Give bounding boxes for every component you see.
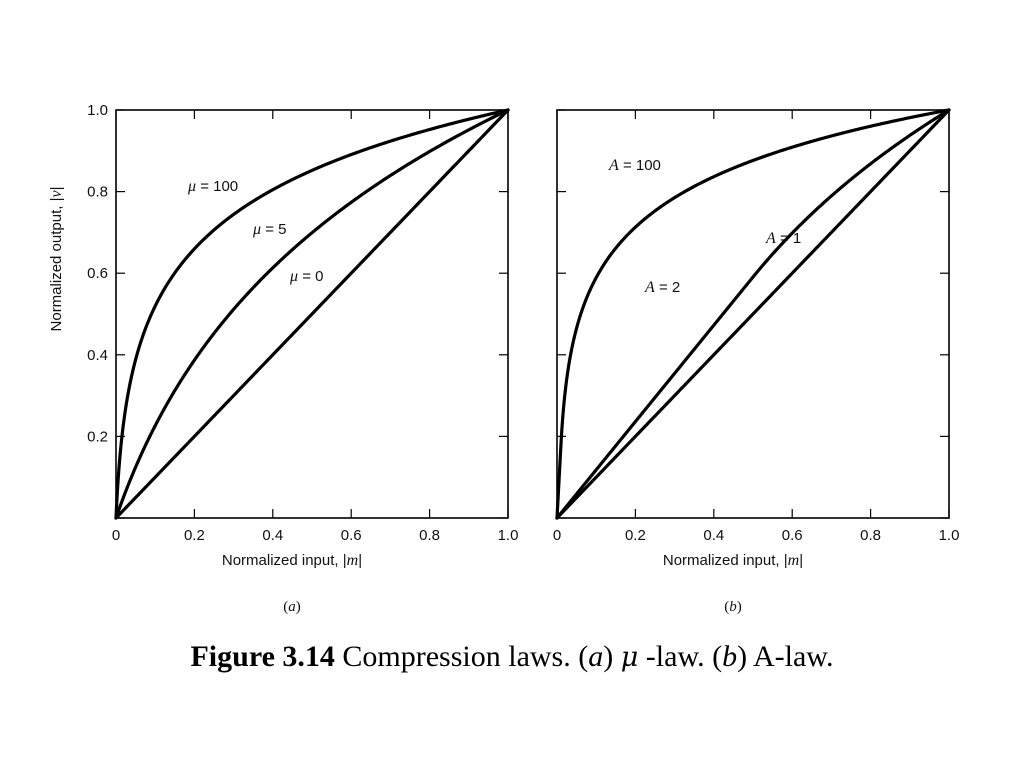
x-axis-label-var: m	[347, 552, 359, 569]
x-tick-label: 0.6	[782, 527, 803, 544]
x-axis-label-suffix: |	[358, 552, 362, 569]
x-axis-label-var: m	[788, 552, 800, 569]
caption-a: a	[588, 640, 604, 673]
plot-frame	[556, 109, 950, 519]
panel-b: 0 0.2 0.4 0.6 0.8 1.0 Normalized input, |m| A =…	[553, 108, 960, 615]
series-label-value: = 100	[196, 178, 238, 195]
x-tick-label: 0.8	[419, 527, 440, 544]
panel-label-open: (	[283, 599, 288, 615]
series-label-symbol: A	[765, 230, 776, 247]
figure-canvas: 0 0.2 0.2 0.4 0.4 0.6 0.6 0.8 0.8 1.0 1.0 Normalize…	[48, 102, 960, 615]
panel-label-letter: a	[288, 599, 296, 615]
caption-text-3: -law. (	[638, 640, 723, 673]
panel-label: (b)	[724, 599, 742, 615]
x-axis-label: Normalized input, |m|	[663, 552, 803, 569]
y-tick-label: 1.0	[87, 102, 108, 119]
caption-text-2: )	[603, 640, 621, 673]
x-axis-label-suffix: |	[799, 552, 803, 569]
series-line-mu-0	[114, 108, 510, 520]
y-tick-label: 0.6	[87, 265, 108, 282]
y-tick-label: 0.8	[87, 184, 108, 201]
series-label: A = 1	[765, 230, 801, 247]
panel-a: 0 0.2 0.2 0.4 0.4 0.6 0.6 0.8 0.8 1.0 1.0 Normalize…	[48, 102, 518, 615]
x-tick-label: 0	[553, 527, 561, 544]
series-label: μ = 5	[252, 221, 286, 238]
y-tick-label: 0.2	[87, 428, 108, 445]
caption-mu: μ	[620, 642, 639, 673]
series-label-value: = 2	[655, 279, 680, 296]
x-axis-label-prefix: Normalized input, |	[222, 552, 347, 569]
series-line-mu-5	[114, 108, 510, 520]
series-label-symbol: μ	[252, 221, 261, 238]
x-axis-label-prefix: Normalized input, |	[663, 552, 788, 569]
series-label-value: = 5	[261, 221, 286, 238]
panel-label-close: )	[296, 599, 301, 615]
panel-label-letter: b	[729, 599, 737, 615]
series-label-symbol: A	[644, 279, 655, 296]
x-tick-label: 0.4	[262, 527, 283, 544]
series-label: A = 100	[608, 157, 661, 174]
panel-label: (a)	[283, 599, 301, 615]
series-label-value: = 0	[298, 268, 323, 285]
x-axis-label: Normalized input, |m|	[222, 552, 362, 569]
x-tick-label: 0.4	[703, 527, 724, 544]
y-axis-label: Normalized output, |v|	[48, 187, 65, 332]
series-label-symbol: μ	[289, 268, 298, 285]
x-tick-label: 1.0	[939, 527, 960, 544]
plot-frame	[115, 109, 509, 519]
y-axis-label-var: v	[48, 190, 65, 198]
x-tick-label: 1.0	[498, 527, 519, 544]
y-tick-label: 0.4	[87, 347, 108, 364]
x-tick-label: 0.2	[184, 527, 205, 544]
series-label: A = 2	[644, 279, 680, 296]
series-label: μ = 0	[289, 268, 323, 285]
figure-number: Figure 3.14	[190, 640, 335, 673]
series-label-symbol: μ	[187, 178, 196, 195]
series-line-A-1	[555, 108, 951, 520]
x-tick-label: 0	[112, 527, 120, 544]
series-label-symbol: A	[608, 157, 619, 174]
caption-b: b	[722, 640, 738, 673]
series-line-mu-100	[114, 108, 510, 520]
series-label-value: = 1	[776, 230, 801, 247]
x-tick-label: 0.8	[860, 527, 881, 544]
caption-text-1: Compression laws. (	[334, 640, 589, 673]
series-line-A-100	[555, 108, 951, 520]
x-tick-label: 0.6	[341, 527, 362, 544]
x-tick-label: 0.2	[625, 527, 646, 544]
series-label: μ = 100	[187, 178, 238, 195]
y-axis-label-prefix: Normalized output, |	[48, 198, 65, 332]
panel-label-close: )	[737, 599, 742, 615]
caption-text-4: ) A-law.	[737, 640, 834, 673]
figure-caption: Figure 3.14 Compression laws. (a) μ -law…	[0, 640, 1024, 674]
series-label-value: = 100	[619, 157, 661, 174]
panel-label-open: (	[724, 599, 729, 615]
y-axis-label-suffix: |	[48, 187, 65, 191]
